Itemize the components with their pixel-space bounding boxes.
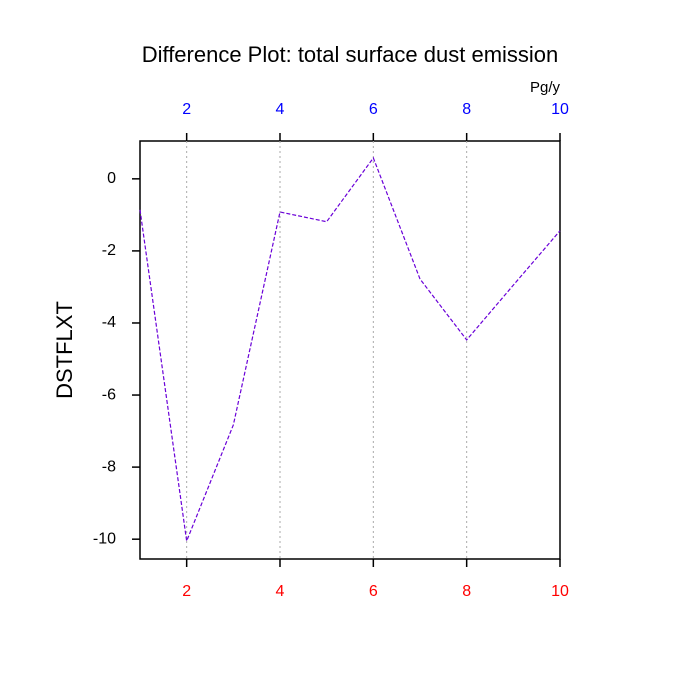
- x-tick-label: 2: [182, 583, 191, 600]
- x-tick-label-top: 8: [462, 101, 471, 118]
- y-tick-label: -8: [102, 458, 116, 475]
- x-tick-label: 10: [551, 583, 569, 600]
- x-tick-label-top: 6: [369, 101, 378, 118]
- y-tick-label: -2: [102, 242, 116, 259]
- x-tick-label: 8: [462, 583, 471, 600]
- x-tick-label: 6: [369, 583, 378, 600]
- x-tick-label: 4: [276, 583, 285, 600]
- chart-title: Difference Plot: total surface dust emis…: [142, 42, 559, 67]
- data-line: [139, 156, 561, 544]
- y-tick-label: -4: [102, 314, 116, 331]
- y-tick-label: -10: [93, 530, 116, 547]
- x-tick-label-top: 4: [276, 101, 285, 118]
- y-axis-title: DSTFLXT: [52, 301, 77, 399]
- top-axis-label: Pg/y: [530, 79, 561, 96]
- x-tick-label-top: 10: [551, 101, 569, 118]
- x-tick-label-top: 2: [182, 101, 191, 118]
- y-tick-label: 0: [107, 170, 116, 187]
- y-tick-label: -6: [102, 386, 116, 403]
- plot-frame: [139, 140, 561, 560]
